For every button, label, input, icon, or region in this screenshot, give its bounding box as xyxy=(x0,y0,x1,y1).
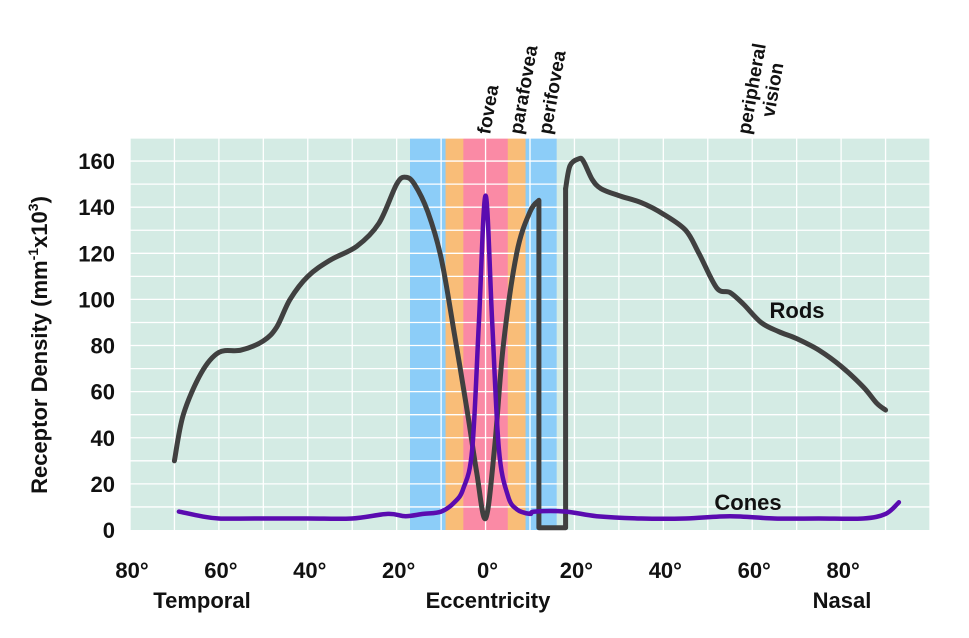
series-label-cones: Cones xyxy=(714,490,781,515)
x-axis-label-nasal: Nasal xyxy=(813,588,872,613)
y-axis-label-exp1: -1 xyxy=(25,248,41,261)
zone-label-perifovea: perifovea xyxy=(535,49,570,136)
x-tick-label: 0° xyxy=(477,558,498,583)
y-tick-label: 80 xyxy=(91,334,115,359)
x-tick-label: 60° xyxy=(204,558,237,583)
x-tick-label: 20° xyxy=(382,558,415,583)
y-tick-label: 40 xyxy=(91,426,115,451)
y-tick-label: 120 xyxy=(78,241,115,266)
x-tick-label: 40° xyxy=(649,558,682,583)
grid-layer xyxy=(129,137,931,530)
y-tick-label: 20 xyxy=(91,472,115,497)
y-axis-label: Receptor Density (mm-1x103) xyxy=(25,196,52,494)
x-tick-label: 20° xyxy=(560,558,593,583)
cones-line xyxy=(176,193,902,522)
y-tick-label: 160 xyxy=(78,149,115,174)
x-axis-label-temporal: Temporal xyxy=(153,588,250,613)
y-tick-label: 140 xyxy=(78,195,115,220)
x-tick-label: 40° xyxy=(293,558,326,583)
x-tick-label: 60° xyxy=(738,558,771,583)
y-axis-label-prefix: Receptor Density (mm xyxy=(27,260,52,494)
x-tick-label: 80° xyxy=(115,558,148,583)
zone-label-fovea: fovea xyxy=(474,83,503,136)
y-tick-label: 0 xyxy=(103,518,115,543)
y-tick-label: 60 xyxy=(91,380,115,405)
x-ticks: 80° 60° 40° 20° 0° 20° 40° 60° 80° xyxy=(115,558,859,583)
y-tick-label: 100 xyxy=(78,287,115,312)
y-axis-label-suffix: ) xyxy=(27,196,52,203)
series-layer xyxy=(171,155,902,531)
x-axis-label-eccentricity: Eccentricity xyxy=(426,588,551,613)
x-tick-label: 80° xyxy=(826,558,859,583)
series-label-rods: Rods xyxy=(770,298,825,323)
y-ticks: 0 20 40 60 80 100 120 140 160 xyxy=(78,149,115,543)
y-axis-label-mid: x10 xyxy=(27,211,52,248)
rods-line-nasal xyxy=(563,155,889,413)
y-axis-label-exp2: 3 xyxy=(25,203,41,211)
